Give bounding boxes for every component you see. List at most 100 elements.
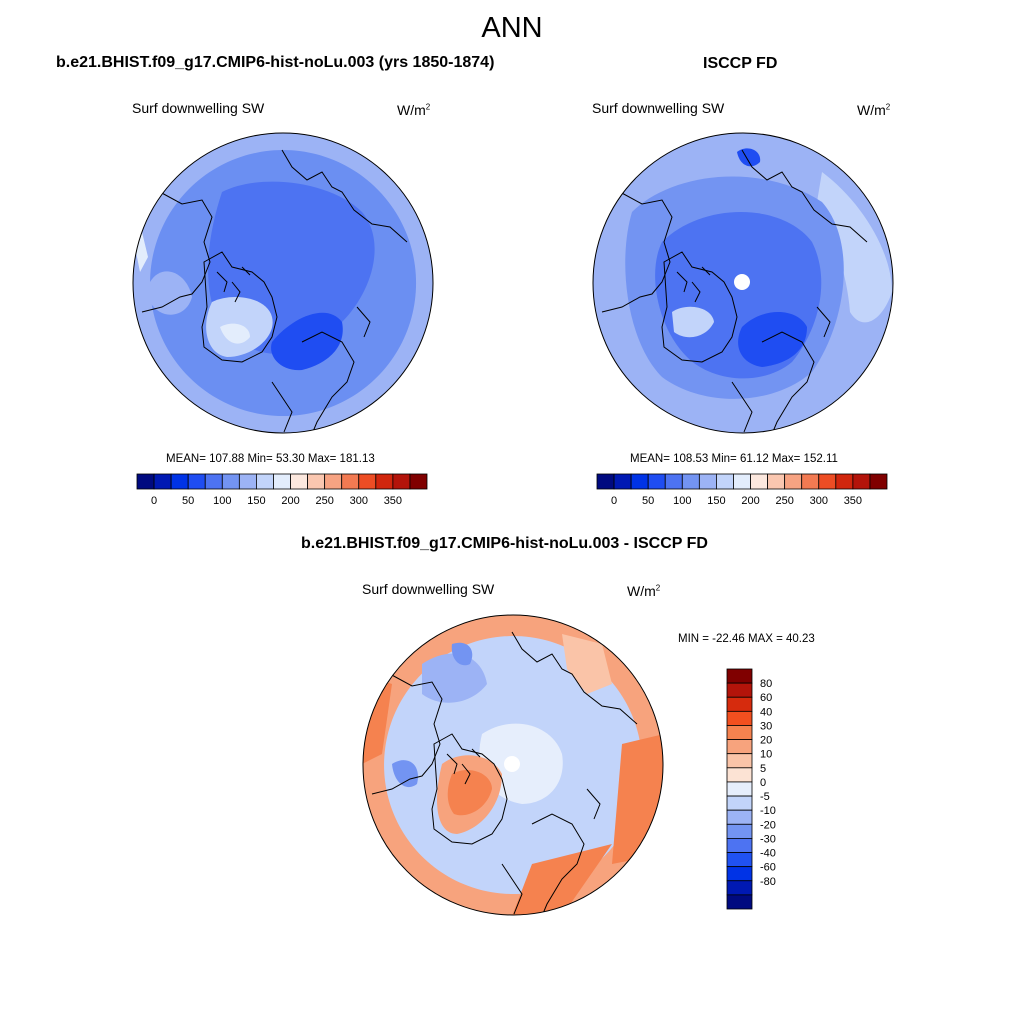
colorbar-swatch xyxy=(221,473,240,490)
colorbar-swatch xyxy=(726,682,753,698)
colorbar-tick-label: 300 xyxy=(350,495,368,507)
model-polar-map xyxy=(132,132,434,434)
colorbar-swatch xyxy=(681,473,700,490)
colorbar-swatch xyxy=(256,473,274,490)
colorbar-tick-label: -5 xyxy=(760,791,770,803)
colorbar-swatch xyxy=(409,473,428,490)
model-panel-title: b.e21.BHIST.f09_g17.CMIP6-hist-noLu.003 … xyxy=(56,54,495,71)
figure-title: ANN xyxy=(481,12,543,44)
colorbar-swatch xyxy=(726,838,753,853)
field-contour-region xyxy=(271,312,343,371)
field-contour-region xyxy=(738,312,807,367)
colorbar-tick-label: -60 xyxy=(760,862,776,874)
colorbar-tick-label: -80 xyxy=(760,876,776,888)
colorbar-swatch xyxy=(726,753,753,769)
colorbar-swatch xyxy=(726,710,753,726)
coastline xyxy=(301,331,355,433)
colorbar-tick-label: -40 xyxy=(760,848,776,860)
colorbar-swatch xyxy=(375,473,394,490)
coastline xyxy=(356,306,371,338)
colorbar-tick-label: 0 xyxy=(611,495,617,507)
colorbar-swatch xyxy=(170,473,189,490)
coastline xyxy=(741,149,868,243)
diff-stats: MIN = -22.46 MAX = 40.23 xyxy=(678,633,815,645)
colorbar-swatch xyxy=(290,473,308,490)
colorbar-tick-label: 0 xyxy=(760,777,766,789)
colorbar-swatch xyxy=(726,668,753,684)
coastline xyxy=(586,788,601,820)
colorbar-swatch xyxy=(869,473,888,490)
colorbar-tick-label: 0 xyxy=(151,495,157,507)
colorbar-tick-label: 350 xyxy=(844,495,862,507)
field-contour-region xyxy=(817,172,892,323)
coastline xyxy=(731,381,753,433)
coastline xyxy=(676,266,711,303)
colorbar-tick-label: -30 xyxy=(760,833,776,845)
colorbar-swatch xyxy=(726,739,753,755)
map-boundary xyxy=(362,614,664,916)
colorbar-swatch xyxy=(726,894,753,910)
coastline xyxy=(141,191,213,313)
colorbar-swatch xyxy=(726,767,753,783)
colorbar-tick-label: 250 xyxy=(315,495,333,507)
colorbar-tick-label: 200 xyxy=(281,495,299,507)
diff-colorbar: 80 60 40 30 20 10 5 0 -5 -10 -20 -30 -40 -60 -80 xyxy=(726,668,776,910)
field-contour-region xyxy=(220,323,250,344)
colorbar-tick-label: 250 xyxy=(775,495,793,507)
coastline xyxy=(601,191,673,313)
coastline xyxy=(761,331,815,433)
colorbar-swatch xyxy=(726,866,753,882)
colorbar-swatch xyxy=(726,852,753,868)
colorbar-swatch xyxy=(187,473,206,490)
coastline xyxy=(271,381,293,433)
colorbar-swatch xyxy=(726,823,753,839)
colorbar-tick-label: 300 xyxy=(810,495,828,507)
field-contour-region xyxy=(422,653,487,703)
coastline xyxy=(531,813,585,915)
colorbar-swatch xyxy=(664,473,683,490)
colorbar-swatch xyxy=(835,473,854,490)
obs-panel-title: ISCCP FD xyxy=(703,55,778,72)
obs-variable-label: Surf downwelling SW xyxy=(592,100,725,116)
coastline xyxy=(281,149,408,243)
coastline xyxy=(511,631,638,725)
obs-stats: MEAN= 108.53 Min= 61.12 Max= 152.11 xyxy=(630,453,838,465)
colorbar-tick-label: 150 xyxy=(247,495,265,507)
colorbar-tick-label: 50 xyxy=(642,495,654,507)
colorbar-swatch xyxy=(136,473,155,490)
colorbar-swatch xyxy=(613,473,632,490)
diff-variable-label: Surf downwelling SW xyxy=(362,581,495,597)
colorbar-tick-label: -10 xyxy=(760,805,776,817)
colorbar-swatch xyxy=(726,880,753,896)
diff-units-label: W/m2 xyxy=(627,583,661,599)
pole-hole xyxy=(734,274,750,290)
coastline xyxy=(371,673,443,795)
colorbar-swatch xyxy=(153,473,172,490)
colorbar-swatch xyxy=(733,473,751,490)
obs-colorbar: 0 50 100 150 200 250 300 350 xyxy=(596,473,888,507)
colorbar-swatch xyxy=(307,473,326,490)
colorbar-swatch xyxy=(767,473,786,490)
colorbar-tick-label: 5 xyxy=(760,763,766,775)
colorbar-swatch xyxy=(392,473,411,490)
pole-hole xyxy=(504,756,520,772)
colorbar-tick-label: 20 xyxy=(760,735,772,747)
greenland-coastline xyxy=(661,251,738,363)
colorbar-tick-label: 150 xyxy=(707,495,725,507)
coastline xyxy=(501,863,523,915)
colorbar-swatch xyxy=(238,473,257,490)
colorbar-swatch xyxy=(716,473,734,490)
colorbar-swatch xyxy=(341,473,360,490)
colorbar-tick-label: 50 xyxy=(182,495,194,507)
obs-polar-map xyxy=(592,132,894,434)
colorbar-tick-label: 80 xyxy=(760,678,772,690)
colorbar-tick-label: 200 xyxy=(741,495,759,507)
colorbar-swatch xyxy=(818,473,837,490)
field-contour-region xyxy=(392,642,473,788)
colorbar-tick-label: 100 xyxy=(213,495,231,507)
diff-panel-title: b.e21.BHIST.f09_g17.CMIP6-hist-noLu.003 … xyxy=(301,535,708,552)
obs-units-label: W/m2 xyxy=(857,102,891,118)
field-contour-region xyxy=(363,674,663,915)
colorbar-tick-label: 350 xyxy=(384,495,402,507)
field-contour-region xyxy=(150,271,192,315)
